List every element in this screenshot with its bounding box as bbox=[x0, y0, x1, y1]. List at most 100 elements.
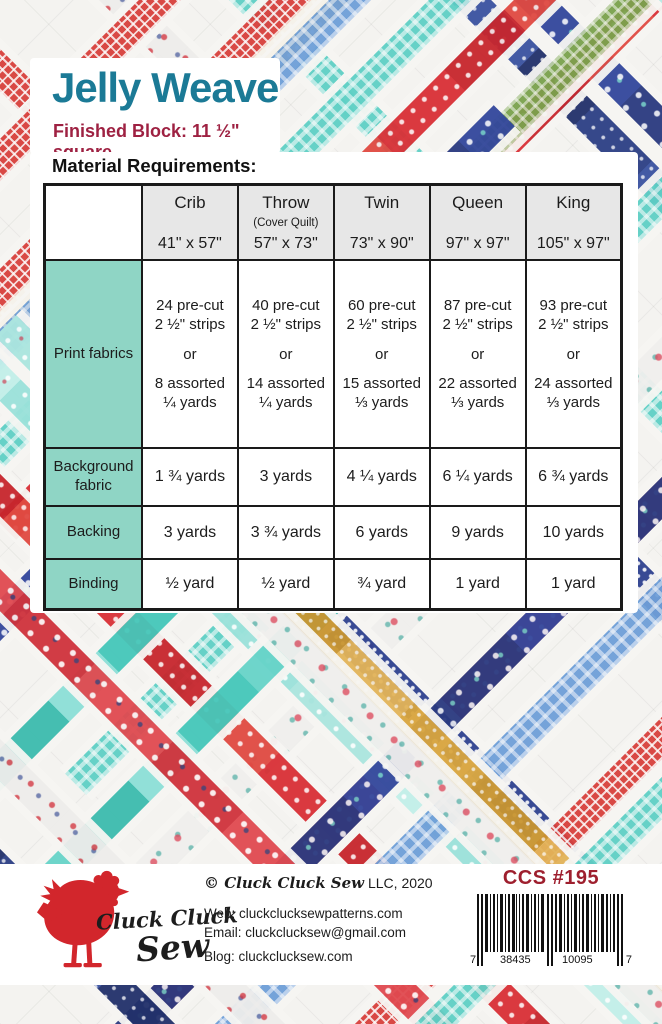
assorted-qty: 22 assorted bbox=[438, 374, 517, 392]
materials-table: Crib 41" x 57" Throw (Cover Quilt) 57" x… bbox=[43, 183, 623, 611]
yardage-value: 1 yard bbox=[455, 575, 500, 592]
assorted-qty: 15 assorted bbox=[342, 374, 421, 392]
table-cell: 6 yards bbox=[332, 505, 431, 560]
table-cell: ½ yard bbox=[236, 558, 335, 611]
or-text: or bbox=[566, 345, 580, 363]
precut-qty: 60 pre-cut bbox=[347, 297, 416, 315]
precut-qty: 87 pre-cut bbox=[443, 297, 512, 315]
table-cell: 3 yards bbox=[141, 505, 239, 560]
assorted-yards: ⅓ yards bbox=[355, 393, 409, 411]
precut-strips: 2 ½" strips bbox=[442, 316, 513, 334]
copyright-script: © Cluck Cluck Sew bbox=[204, 874, 365, 892]
table-cell: 93 pre-cut 2 ½" strips or 24 assorted ⅓ … bbox=[524, 259, 623, 449]
barcode: 7 38435 10095 7 bbox=[470, 894, 632, 978]
blog-url[interactable]: cluckclucksew.com bbox=[238, 949, 353, 964]
yardage-value: 6 ¼ yards bbox=[442, 468, 513, 485]
precut-qty: 40 pre-cut bbox=[252, 297, 320, 315]
table-cell: 9 yards bbox=[428, 505, 527, 560]
column-size: 97" x 97" bbox=[445, 235, 510, 252]
barcode-digit: 7 bbox=[625, 954, 632, 966]
materials-panel: Material Requirements: Crib 41" x 57" Th… bbox=[30, 152, 638, 613]
barcode-bars bbox=[477, 894, 623, 966]
barcode-digit: 7 bbox=[470, 954, 477, 966]
yardage-value: 6 ¾ yards bbox=[538, 468, 609, 485]
binding-row: Binding ½ yard ½ yard ¾ yard 1 yard 1 ya… bbox=[43, 558, 623, 611]
yardage-value: 3 yards bbox=[163, 523, 217, 541]
or-text: or bbox=[183, 345, 197, 363]
precut-qty: 24 pre-cut bbox=[156, 297, 224, 315]
title-panel: Jelly Weave Finished Block: 11 ½" square bbox=[30, 58, 280, 162]
column-header-queen: Queen 97" x 97" bbox=[428, 183, 527, 261]
row-label: Print fabrics bbox=[43, 259, 143, 449]
assorted-yards: ⅓ yards bbox=[450, 393, 505, 411]
blog-label: Blog: bbox=[204, 949, 235, 964]
web-label: Web: bbox=[204, 906, 236, 921]
table-cell: 40 pre-cut 2 ½" strips or 14 assorted ¼ … bbox=[236, 259, 335, 449]
yardage-value: 10 yards bbox=[542, 523, 604, 541]
row-label: Background fabric bbox=[43, 447, 143, 507]
pattern-number-block: CCS #195 bbox=[462, 864, 640, 978]
web-line: Web: cluckclucksewpatterns.com bbox=[204, 906, 449, 921]
column-name: King bbox=[556, 193, 591, 212]
column-size: 57" x 73" bbox=[253, 235, 318, 252]
cluck-cluck-sew-logo: Cluck Cluck Sew bbox=[32, 866, 238, 982]
table-cell: 87 pre-cut 2 ½" strips or 22 assorted ⅓ … bbox=[428, 259, 527, 449]
materials-heading: Material Requirements: bbox=[52, 155, 257, 176]
background-fabric-row: Background fabric 1 ¾ yards 3 yards 4 ¼ … bbox=[43, 447, 623, 507]
column-header-crib: Crib 41" x 57" bbox=[141, 183, 239, 261]
assorted-qty: 8 assorted bbox=[154, 374, 225, 392]
yardage-value: ½ yard bbox=[261, 575, 311, 592]
column-header-throw: Throw (Cover Quilt) 57" x 73" bbox=[236, 183, 335, 261]
yardage-value: 1 ¾ yards bbox=[154, 468, 226, 485]
web-url[interactable]: cluckclucksewpatterns.com bbox=[239, 906, 403, 921]
yardage-value: 1 yard bbox=[551, 575, 596, 592]
yardage-value: ¾ yard bbox=[357, 575, 407, 592]
footer-bar: Cluck Cluck Sew © Cluck Cluck Sew LLC, 2… bbox=[0, 864, 662, 985]
or-text: or bbox=[470, 345, 485, 363]
table-cell: 60 pre-cut 2 ½" strips or 15 assorted ⅓ … bbox=[332, 259, 431, 449]
table-cell: 3 yards bbox=[236, 447, 335, 507]
pattern-number: CCS #195 bbox=[502, 867, 600, 889]
barcode-digit: 38435 bbox=[500, 954, 531, 966]
table-cell: ¾ yard bbox=[332, 558, 431, 611]
yardage-value: 3 yards bbox=[259, 468, 313, 485]
table-cell: 10 yards bbox=[524, 505, 623, 560]
precut-qty: 93 pre-cut bbox=[539, 297, 608, 315]
table-corner-cell bbox=[43, 183, 143, 261]
email-label: Email: bbox=[204, 925, 242, 940]
column-size: 41" x 57" bbox=[158, 235, 222, 252]
assorted-qty: 14 assorted bbox=[246, 374, 326, 392]
table-cell: ½ yard bbox=[141, 558, 239, 611]
email-address[interactable]: cluckclucksew@gmail.com bbox=[245, 925, 407, 940]
copyright-rest: LLC, 2020 bbox=[367, 875, 433, 891]
yardage-value: 3 ¾ yards bbox=[250, 523, 321, 541]
table-cell: 1 yard bbox=[428, 558, 527, 611]
column-header-twin: Twin 73" x 90" bbox=[332, 183, 431, 261]
column-name: Twin bbox=[364, 193, 400, 212]
barcode-digit: 10095 bbox=[562, 954, 593, 966]
column-subtitle: (Cover Quilt) bbox=[253, 217, 319, 230]
print-fabrics-row: Print fabrics 24 pre-cut 2 ½" strips or … bbox=[43, 259, 623, 449]
assorted-qty: 24 assorted bbox=[534, 374, 613, 392]
email-line: Email: cluckclucksew@gmail.com bbox=[204, 925, 449, 940]
page-title: Jelly Weave bbox=[52, 64, 279, 111]
column-name: Throw bbox=[262, 193, 310, 212]
table-cell: 6 ¼ yards bbox=[428, 447, 527, 507]
precut-strips: 2 ½" strips bbox=[346, 316, 417, 334]
table-cell: 1 yard bbox=[524, 558, 623, 611]
contact-info: © Cluck Cluck Sew LLC, 2020 Web: cluckcl… bbox=[204, 874, 449, 964]
column-name: Queen bbox=[452, 193, 504, 212]
chicken-icon bbox=[36, 870, 130, 968]
table-cell: 4 ¼ yards bbox=[332, 447, 431, 507]
column-header-king: King 105" x 97" bbox=[524, 183, 623, 261]
precut-strips: 2 ½" strips bbox=[538, 316, 609, 334]
or-text: or bbox=[279, 345, 293, 363]
precut-strips: 2 ½" strips bbox=[250, 316, 322, 334]
table-cell: 24 pre-cut 2 ½" strips or 8 assorted ¼ y… bbox=[141, 259, 239, 449]
column-name: Crib bbox=[174, 193, 206, 212]
row-label: Backing bbox=[43, 505, 143, 560]
table-cell: 6 ¾ yards bbox=[524, 447, 623, 507]
blog-line: Blog: cluckclucksew.com bbox=[204, 949, 449, 964]
table-cell: 1 ¾ yards bbox=[141, 447, 239, 507]
precut-strips: 2 ½" strips bbox=[154, 316, 226, 334]
